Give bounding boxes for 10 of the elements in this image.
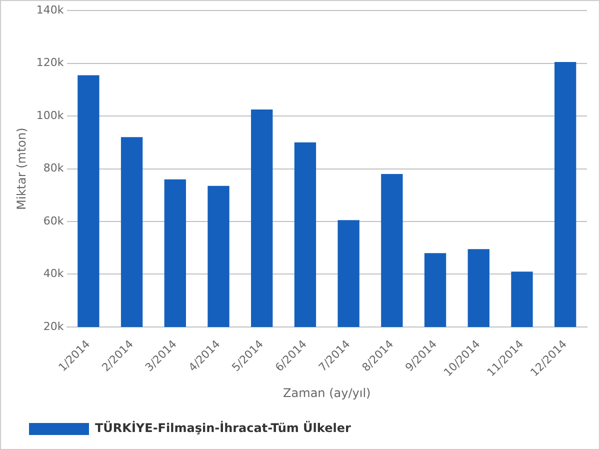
y-tick-label: 120k	[36, 56, 64, 70]
y-tick-label: 60k	[43, 214, 64, 228]
y-tick-label: 140k	[36, 3, 64, 16]
y-tick-label: 80k	[43, 162, 64, 175]
y-axis-title: Miktar (mton)	[14, 128, 28, 210]
legend-label: TÜRKİYE-Filmaşin-İhracat-Tüm Ülkeler	[95, 420, 351, 436]
x-axis-title: Zaman (ay/yıl)	[283, 386, 371, 400]
y-tick-label: 100k	[36, 108, 64, 122]
y-tick-label: 40k	[43, 267, 64, 280]
y-tick-label: 20k	[43, 320, 64, 333]
